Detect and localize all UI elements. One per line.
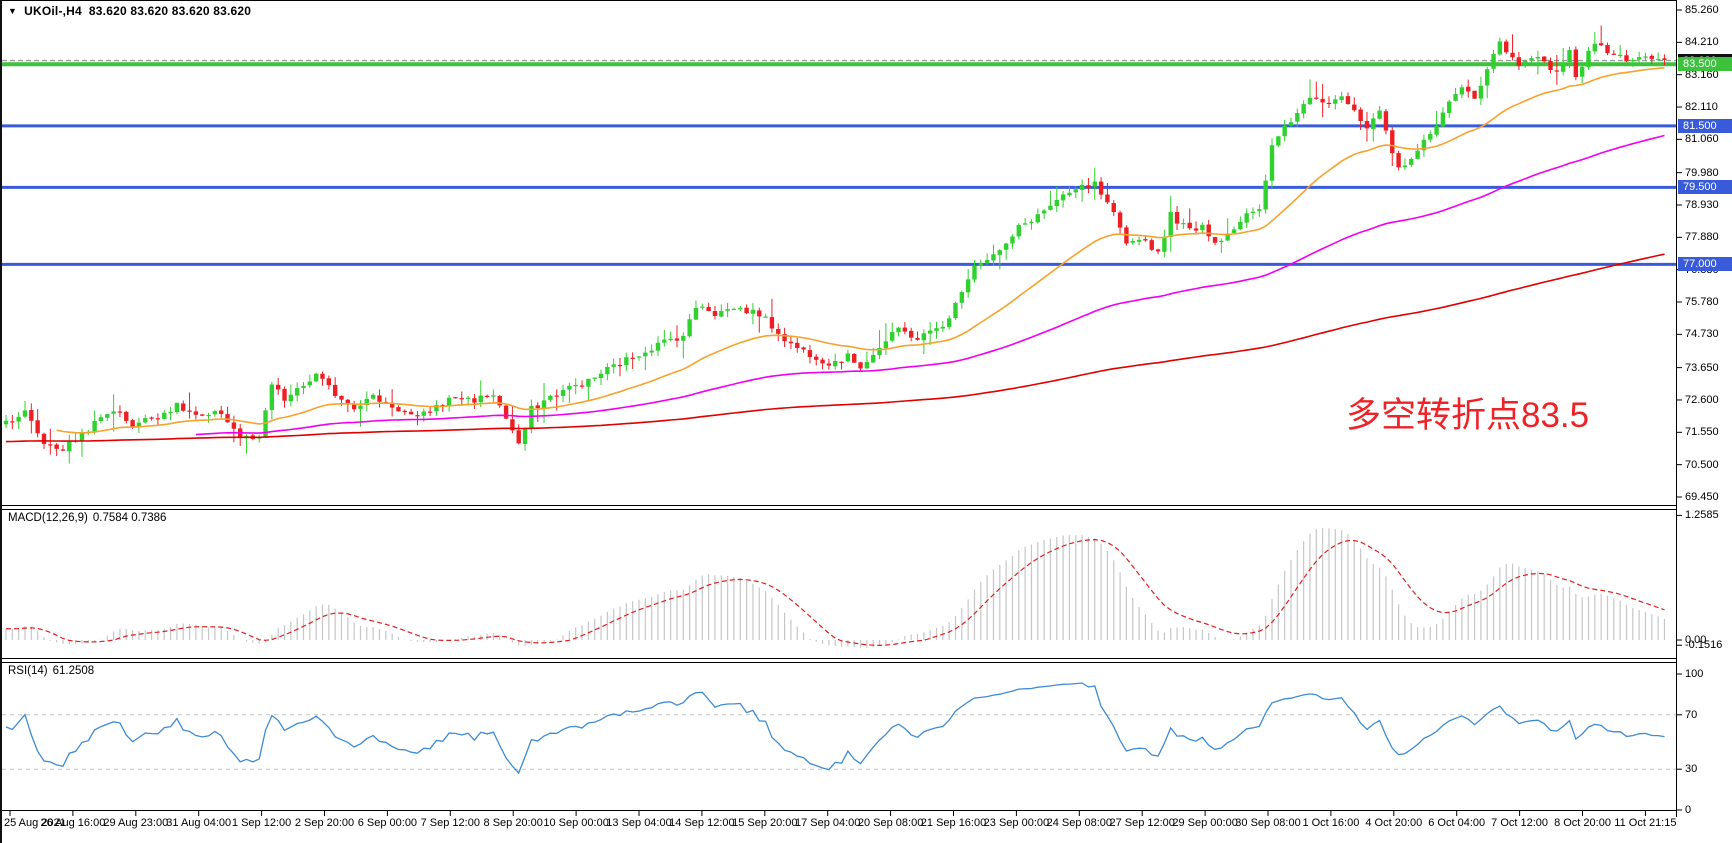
ma-line-slow: [5, 253, 1665, 443]
time-axis-label: 20 Sep 08:00: [857, 817, 924, 829]
rsi-axis-label: 30: [1685, 763, 1698, 776]
price-axis-label: 72.600: [1685, 393, 1719, 406]
time-axis-label: 23 Sep 00:00: [983, 817, 1050, 829]
time-axis-label: 10 Sep 00:00: [543, 817, 609, 829]
price-axis-label: 69.450: [1685, 491, 1719, 503]
macd-name: MACD(12,26,9): [8, 512, 88, 524]
axis-tick-marks: [9, 9, 1682, 816]
time-axis-label: 6 Oct 04:00: [1428, 817, 1486, 829]
price-level-badge: 83.500: [1678, 57, 1732, 72]
macd-indicator-label: MACD(12,26,9) 0.7584 0.7386: [8, 512, 171, 524]
macd-values: 0.7584 0.7386: [92, 512, 167, 524]
macd-pane: [0, 509, 1677, 659]
rsi-axis-label: 70: [1685, 708, 1698, 721]
time-axis-label: 2 Sep 20:00: [294, 817, 355, 829]
macd-axis-label: 1.2585: [1685, 509, 1719, 522]
time-axis-label: 8 Sep 20:00: [483, 817, 543, 829]
chart-symbol-period: UKOil-,H4: [24, 4, 82, 18]
price-axis-label: 79.980: [1685, 166, 1719, 179]
price-axis-label: 84.210: [1685, 36, 1719, 49]
price-axis-label: 73.650: [1685, 361, 1719, 374]
time-axis-label: 7 Sep 12:00: [420, 817, 480, 829]
rsi-name: RSI(14): [8, 665, 48, 677]
price-axis-label: 75.780: [1685, 296, 1719, 308]
price-axis-label: 78.930: [1685, 198, 1719, 211]
time-axis-label: 13 Sep 04:00: [606, 817, 672, 829]
time-axis-label: 24 Sep 08:00: [1046, 817, 1113, 829]
window-left-border: [0, 0, 2, 843]
price-level-badge: 79.500: [1678, 180, 1732, 195]
price-axis-border: [1676, 0, 1677, 817]
time-axis-label: 29 Sep 00:00: [1172, 817, 1238, 829]
time-axis-label: 17 Sep 04:00: [794, 817, 861, 829]
rsi-pane: [0, 662, 1677, 811]
time-axis-label: 1 Oct 16:00: [1302, 817, 1360, 829]
chart-ohlc-quotes: 83.620 83.620 83.620 83.620: [88, 4, 252, 18]
price-axis-label: 81.060: [1685, 133, 1719, 146]
price-level-badge: 81.500: [1678, 118, 1732, 133]
time-axis-label: 29 Aug 23:00: [103, 817, 169, 829]
price-axis-label: 83.160: [1685, 68, 1719, 81]
time-axis-label: 31 Aug 04:00: [166, 817, 232, 829]
price-axis-label: 70.500: [1685, 458, 1719, 471]
price-axis-label: 85.260: [1685, 4, 1719, 16]
price-axis-label: 74.730: [1685, 328, 1719, 341]
rsi-indicator-label: RSI(14) 61.2508: [8, 665, 99, 677]
time-axis-label: 8 Oct 20:00: [1554, 817, 1611, 829]
time-axis-label: 15 Sep 20:00: [732, 817, 798, 829]
price-level-badge: 77.000: [1678, 257, 1732, 272]
price-axis-label: 71.550: [1685, 426, 1719, 439]
time-axis-label: 1 Sep 12:00: [231, 817, 292, 829]
ma-line-fast: [56, 67, 1665, 434]
price-axis-label: 82.110: [1685, 101, 1718, 114]
time-axis-label: 6 Sep 00:00: [357, 817, 418, 829]
price-pane: [0, 0, 1677, 506]
horizontal-level-lines: [2, 62, 1676, 266]
time-axis-label: 30 Sep 08:00: [1235, 817, 1301, 829]
price-axis-label: 77.880: [1685, 231, 1719, 244]
rsi-value: 61.2508: [52, 665, 95, 677]
rsi-axis-label: 0: [1685, 804, 1692, 816]
annotation-text[interactable]: 多空转折点83.5: [1346, 396, 1590, 435]
time-axis-label: 7 Oct 12:00: [1491, 817, 1549, 829]
macd-axis-label: 0.00: [1685, 634, 1707, 646]
rsi-axis-label: 100: [1685, 668, 1704, 680]
time-axis-label: 26 Aug 16:00: [40, 817, 106, 829]
time-axis-label: 4 Oct 20:00: [1365, 817, 1423, 829]
ma-line-medium: [195, 134, 1665, 436]
time-axis-label: 21 Sep 16:00: [920, 817, 987, 829]
time-axis-label: 14 Sep 12:00: [669, 817, 735, 829]
macd-signal-line: [5, 538, 1665, 647]
macd-axis-label: -0.1516: [1685, 639, 1723, 652]
time-axis-label: 11 Oct 21:15: [1614, 817, 1677, 829]
rsi-line: [5, 682, 1665, 775]
time-axis-label: 25 Aug 2021: [4, 817, 66, 829]
symbol-dropdown-icon[interactable]: ▼: [8, 6, 18, 16]
time-axis-label: 27 Sep 12:00: [1109, 817, 1175, 829]
chart-title-bar: ▼ UKOil-,H4 83.620 83.620 83.620 83.620: [8, 4, 251, 18]
macd-histogram: [5, 527, 1666, 648]
